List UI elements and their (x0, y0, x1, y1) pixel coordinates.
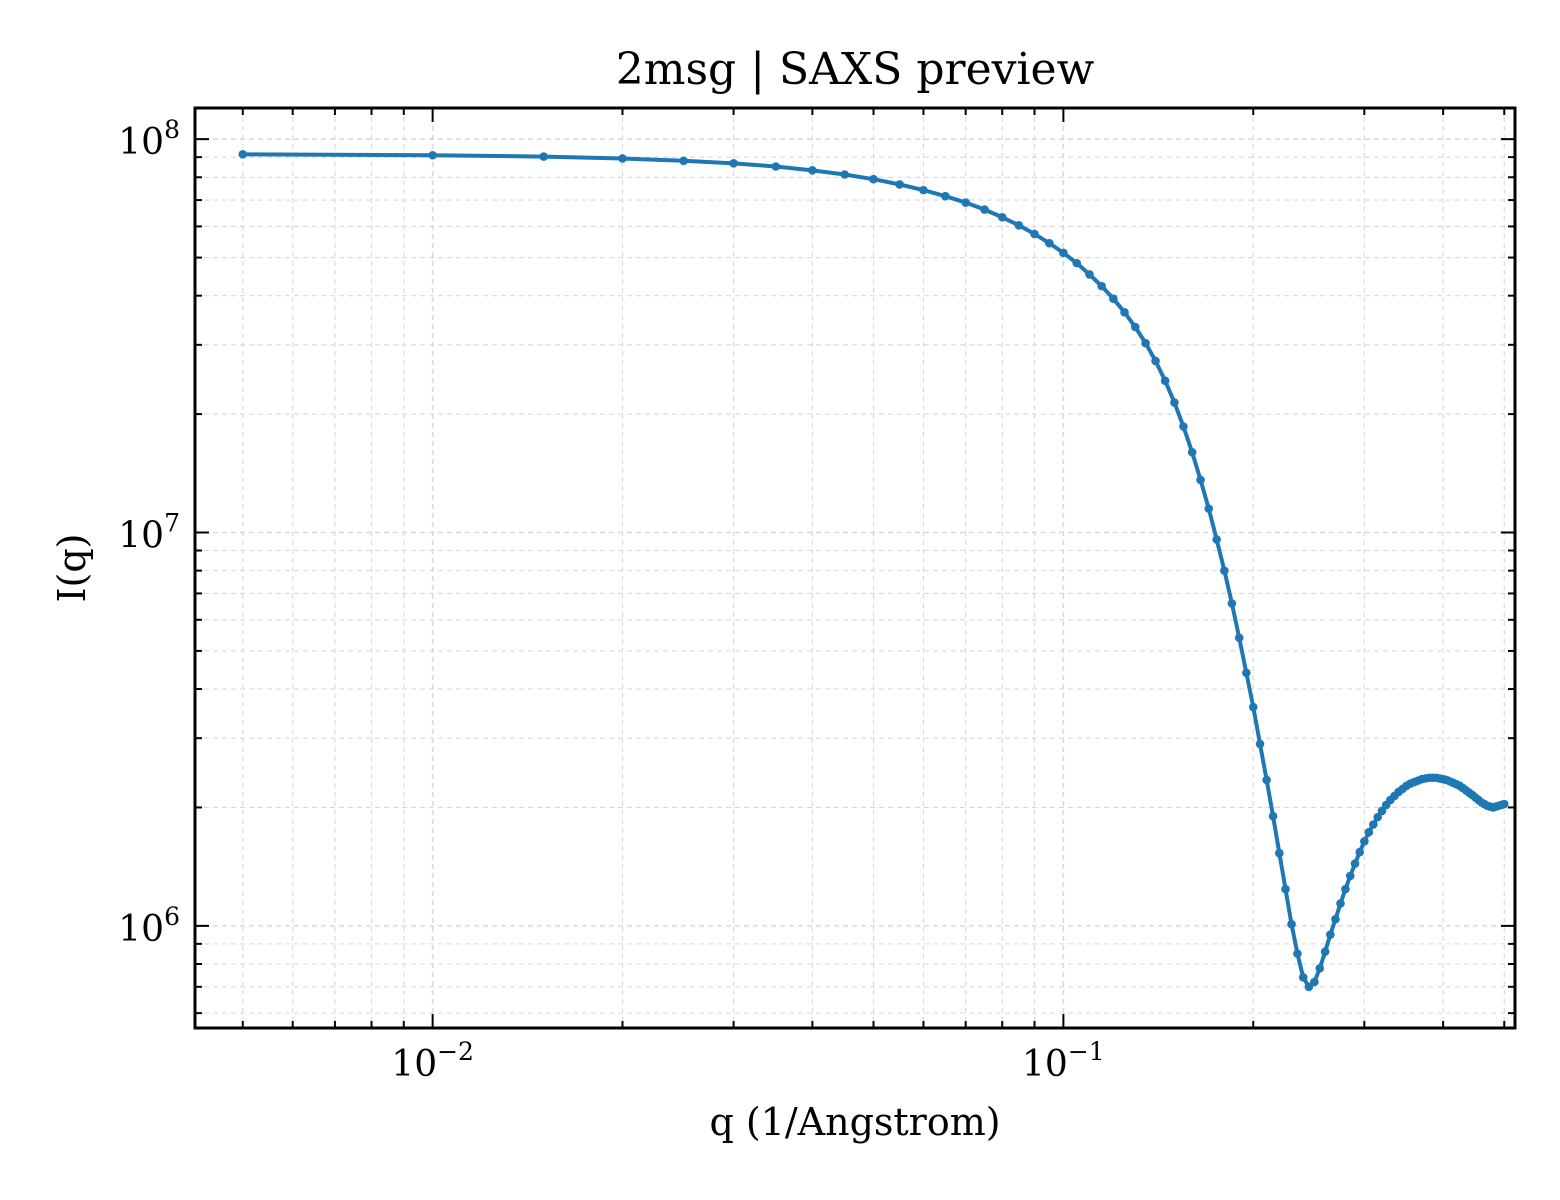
data-point (1315, 964, 1325, 973)
data-point (869, 174, 878, 184)
y-axis-label: I(q) (50, 534, 94, 603)
data-point (1345, 871, 1355, 881)
data-point (1227, 599, 1237, 608)
x-tick-label: 10−1 (1022, 1037, 1105, 1085)
data-point (1242, 668, 1251, 678)
data-point (919, 185, 928, 195)
grid-minor (195, 108, 1515, 1028)
data-point (1287, 919, 1296, 929)
data-point (1120, 307, 1129, 317)
data-point (1350, 859, 1360, 868)
data-point (618, 154, 627, 163)
data-point (1160, 376, 1170, 386)
series-layer (238, 150, 1509, 992)
x-axis-label: q (1/Angstrom) (709, 1100, 1000, 1144)
y-tick-label: 108 (118, 115, 180, 163)
data-point (997, 212, 1007, 222)
tick-labels: 10−2 10−1 106 107 108 (118, 115, 1104, 1085)
data-point (941, 191, 950, 201)
data-point (1151, 356, 1160, 366)
chart-title: 2msg | SAXS preview (616, 44, 1095, 95)
data-point (1141, 338, 1150, 348)
plot-frame (193, 106, 1517, 1030)
data-point (980, 205, 989, 214)
data-point (808, 166, 817, 175)
data-point (428, 150, 437, 160)
data-point (1373, 812, 1382, 822)
data-point (895, 180, 904, 189)
data-point (1255, 739, 1265, 749)
grid-major (195, 108, 1515, 1028)
data-point (1331, 914, 1340, 924)
x-tick-label: 10−2 (391, 1037, 474, 1085)
data-point (1275, 848, 1284, 858)
data-point (961, 198, 970, 207)
data-point (1293, 949, 1302, 958)
y-tick-label: 106 (118, 902, 180, 950)
data-point (729, 159, 738, 168)
data-point (1320, 947, 1330, 956)
data-point (840, 170, 849, 179)
data-point (238, 150, 248, 159)
data-point (1204, 504, 1214, 513)
data-point (1248, 702, 1258, 712)
data-point (539, 152, 548, 161)
data-point (1170, 398, 1179, 407)
data-point (1377, 806, 1387, 816)
data-point (679, 156, 688, 166)
data-point (1187, 447, 1197, 457)
data-point (1304, 982, 1314, 992)
data-point (1109, 294, 1118, 304)
data-point (1072, 258, 1082, 268)
data-point (1326, 930, 1335, 939)
y-tick-label: 107 (118, 509, 180, 557)
data-point (1499, 799, 1509, 809)
data-point (1059, 248, 1068, 258)
data-point (1179, 422, 1188, 431)
data-point (1014, 220, 1024, 230)
data-point (1369, 820, 1378, 829)
data-point (1097, 281, 1106, 291)
data-point (1220, 566, 1229, 575)
data-point (771, 162, 781, 171)
data-point (1085, 270, 1094, 279)
data-point (1281, 884, 1290, 894)
data-point (1310, 977, 1319, 987)
data-point (1364, 827, 1374, 837)
data-point (1212, 535, 1221, 544)
data-point (1196, 475, 1205, 485)
data-point (1336, 899, 1345, 908)
data-point (1130, 322, 1140, 332)
data-point (1045, 238, 1054, 248)
data-point (1268, 811, 1278, 821)
data-point (1030, 229, 1039, 239)
data-point (1360, 837, 1369, 846)
data-point (1234, 633, 1244, 643)
data-point (1355, 847, 1365, 857)
data-point (1262, 775, 1271, 785)
data-point (1341, 884, 1350, 894)
data-point (1298, 973, 1308, 982)
